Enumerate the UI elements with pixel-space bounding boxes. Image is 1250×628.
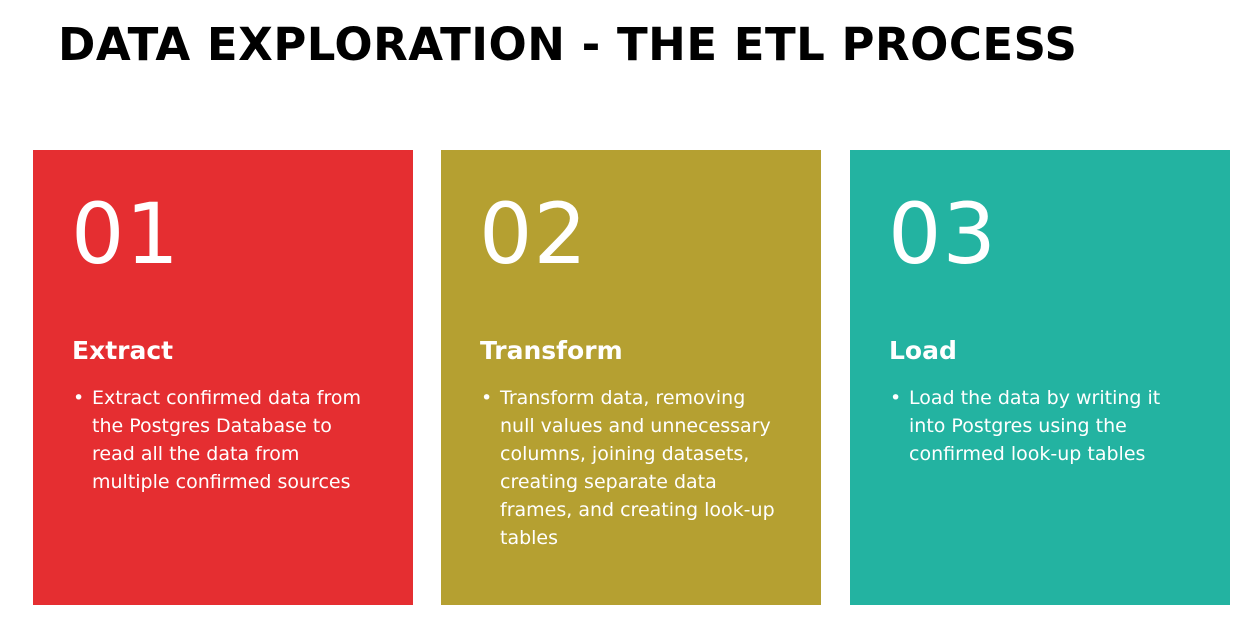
step-heading: Extract [72,336,174,365]
bullet-icon: • [481,387,493,409]
bullet-icon: • [890,387,902,409]
step-card-transform: 02 Transform • Transform data, removing … [441,150,821,605]
step-description-text: Load the data by writing it into Postgre… [909,387,1161,465]
step-heading: Load [889,336,957,365]
step-description-text: Transform data, removing null values and… [500,387,775,549]
step-number: 02 [479,185,588,283]
step-heading: Transform [480,336,623,365]
step-description-list: • Extract confirmed data from the Postgr… [73,384,373,496]
step-description-list: • Load the data by writing it into Postg… [890,384,1190,468]
step-description-item: • Extract confirmed data from the Postgr… [73,384,373,496]
step-card-load: 03 Load • Load the data by writing it in… [850,150,1230,605]
step-description-list: • Transform data, removing null values a… [481,384,781,552]
bullet-icon: • [73,387,85,409]
page-title: DATA EXPLORATION - THE ETL PROCESS [58,18,1078,71]
step-number: 01 [71,185,180,283]
step-number: 03 [888,185,997,283]
step-description-text: Extract confirmed data from the Postgres… [92,387,361,493]
step-description-item: • Transform data, removing null values a… [481,384,781,552]
step-description-item: • Load the data by writing it into Postg… [890,384,1190,468]
step-card-extract: 01 Extract • Extract confirmed data from… [33,150,413,605]
